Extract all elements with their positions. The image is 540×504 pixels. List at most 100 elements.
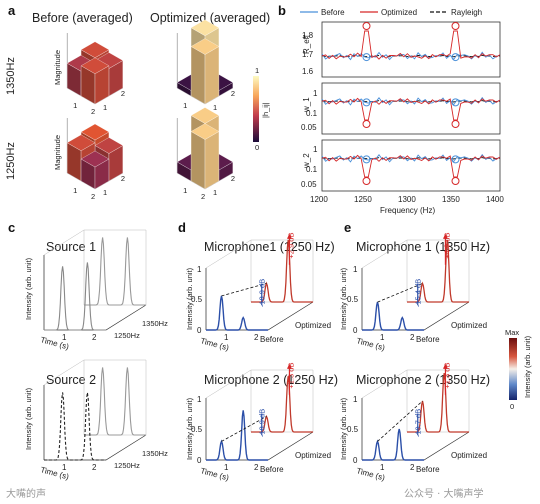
b-curves — [321, 22, 501, 185]
d-ytick-1: 1 — [197, 265, 202, 274]
a-bar-left — [190, 131, 206, 190]
panel-c-label: c — [8, 220, 15, 235]
a-tick-2b: 2 — [231, 89, 235, 98]
b-legend-before: Before — [321, 8, 345, 17]
e-gain-label: +1.3 dB — [442, 363, 451, 389]
a-bar-top — [94, 137, 124, 154]
b-before-marker — [362, 53, 371, 62]
a-tick-2b: 2 — [121, 89, 125, 98]
b-optimized-marker — [451, 177, 460, 185]
e-ytick-1: 1 — [353, 395, 358, 404]
a-zlabel-bottom: Magnitude — [53, 135, 62, 170]
b-optimized-series — [321, 97, 501, 121]
c-xtick-2: 2 — [92, 463, 97, 472]
b-ytick-reff-2: 1.7 — [302, 50, 314, 59]
e-title-mic1: Microphone 1 (1350 Hz) — [356, 240, 490, 254]
d-connector — [221, 283, 267, 297]
e-ytick-0: 0 — [353, 456, 358, 465]
e-ytick-05: 0.5 — [347, 425, 359, 434]
panel-e-label: e — [344, 220, 351, 235]
b-ytick-w2-1: 1 — [313, 145, 318, 154]
e-gain-label: +4.0 dB — [442, 233, 451, 259]
e-colorbar-min: 0 — [510, 402, 514, 411]
c-front-trace — [44, 262, 106, 331]
c-title-source2: Source 2 — [46, 373, 96, 387]
e-loss-label: -19.7 dB — [414, 409, 423, 437]
d-depth-before: Before — [260, 465, 284, 474]
c-freq-1250: 1250Hz — [114, 461, 140, 470]
e-before-trace — [362, 301, 424, 331]
d-before-trace — [206, 295, 268, 331]
d-ytick-0: 0 — [197, 456, 202, 465]
e-depth-optimized: Optimized — [451, 321, 487, 330]
panel-b-label: b — [278, 3, 286, 18]
c-back-trace — [84, 367, 146, 436]
d-ytick-05: 0.5 — [191, 425, 203, 434]
b-ylabel-reff: R_eff — [302, 34, 311, 54]
b-legend: Before Optimized Rayleigh — [300, 8, 482, 17]
d-title-mic1: Microphone1 (1250 Hz) — [204, 240, 335, 254]
e-title-mic2: Microphone 2 (1350 Hz) — [356, 373, 490, 387]
b-legend-optimized: Optimized — [381, 8, 417, 17]
a-tick-2b: 2 — [121, 174, 125, 183]
c-ylabel-bottom: Intensity (arb. unit) — [24, 387, 33, 450]
a-colorbar — [253, 76, 259, 142]
a-row-label-1250: 1250Hz — [5, 142, 17, 180]
b-subplot-w1 — [321, 82, 501, 135]
a-tick-2b: 2 — [231, 174, 235, 183]
b-ytick-w1-1: 1 — [313, 89, 318, 98]
c-xtick-1: 1 — [62, 333, 67, 342]
b-before-marker — [362, 98, 371, 107]
c-back-trace — [84, 237, 146, 306]
b-ytick-w1-3: 0.05 — [301, 123, 317, 132]
e-ytick-1: 1 — [353, 265, 358, 274]
e-depth-before: Before — [416, 335, 440, 344]
b-xtick-1200: 1200 — [310, 195, 328, 204]
e-xtick-2: 2 — [410, 463, 415, 472]
a-bar-top — [80, 150, 110, 168]
c-front-trace — [44, 392, 106, 461]
e-ylabel-top: Intensity (arb. unit) — [339, 267, 348, 330]
a-col-title-optimized: Optimized (averaged) — [150, 11, 270, 25]
b-xtick-1300: 1300 — [398, 195, 416, 204]
b-ytick-reff-3: 1.6 — [302, 67, 314, 76]
a-bar-top — [190, 19, 220, 36]
a-bar-left — [190, 46, 206, 105]
panel-e: e Microphone 1 (1350 Hz) Microphone 2 (1… — [339, 220, 532, 483]
b-optimized-marker — [362, 22, 371, 30]
a-bar-top — [80, 123, 110, 141]
panel-b: b Before Optimized Rayleigh R_eff w_1 w_… — [278, 3, 504, 215]
b-ytick-w1-2: 0.1 — [306, 109, 318, 118]
a-tick-2: 2 — [201, 192, 205, 201]
d-xtick-1: 1 — [224, 333, 229, 342]
b-before-marker — [451, 98, 460, 107]
b-ytick-w2-3: 0.05 — [301, 180, 317, 189]
c-freq-1250: 1250Hz — [114, 331, 140, 340]
e-connector — [377, 400, 423, 442]
b-legend-rayleigh: Rayleigh — [451, 8, 482, 17]
a-tick-1b: 1 — [213, 188, 217, 197]
d-depth-optimized: Optimized — [295, 321, 331, 330]
a-tick-2: 2 — [91, 107, 95, 116]
d-xtick-2: 2 — [254, 463, 259, 472]
a-bar-top — [80, 57, 110, 74]
a-col-title-before: Before (averaged) — [32, 11, 133, 25]
b-ylabel-w1: w_1 — [302, 97, 311, 113]
d-loss-label: -18.9 dB — [258, 279, 267, 307]
b-optimized-marker — [451, 22, 460, 30]
d-ytick-1: 1 — [197, 395, 202, 404]
e-colorbar-label: Intensity (arb. unit) — [523, 335, 532, 398]
d-before-trace — [206, 410, 268, 461]
watermark-left: 大嘴的声 — [6, 487, 46, 500]
c-xtick-1: 1 — [62, 463, 67, 472]
watermark-right: 公众号 · 大嘴声学 — [404, 487, 484, 500]
d-gain-label: +2.9 dB — [286, 233, 295, 259]
b-optimized-series — [321, 30, 501, 60]
e-depth-optimized: Optimized — [451, 451, 487, 460]
e-ytick-05: 0.5 — [347, 295, 359, 304]
c-title-source1: Source 1 — [46, 240, 96, 254]
